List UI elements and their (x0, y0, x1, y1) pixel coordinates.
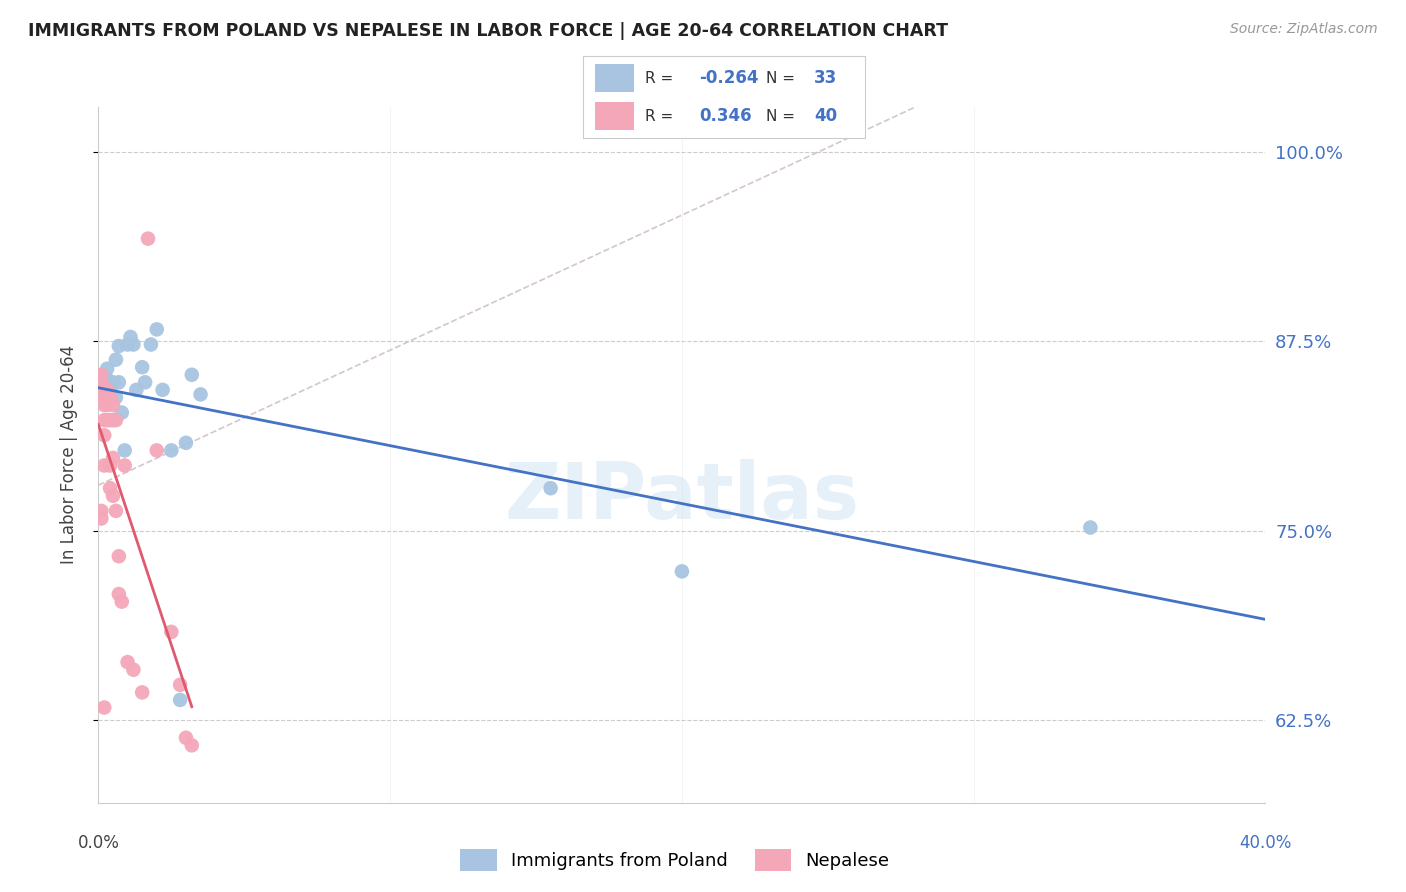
Point (96, 391, 118, 405)
Point (98, 391, 121, 405)
Text: 40: 40 (814, 107, 837, 125)
Text: IMMIGRANTS FROM POLAND VS NEPALESE IN LABOR FORCE | AGE 20-64 CORRELATION CHART: IMMIGRANTS FROM POLAND VS NEPALESE IN LA… (28, 22, 948, 40)
Point (96, 383, 118, 397)
Point (174, 435, 197, 450)
Point (104, 352, 127, 367)
Point (108, 549, 131, 564)
Point (96, 372, 118, 386)
FancyBboxPatch shape (595, 103, 634, 130)
Point (96, 361, 118, 376)
Point (98, 481, 121, 495)
Point (90, 368, 112, 382)
Point (90, 376, 112, 390)
Point (160, 443, 183, 458)
Text: R =: R = (645, 109, 683, 124)
Point (101, 376, 124, 390)
Point (90, 504, 112, 518)
Point (96, 398, 118, 412)
Point (114, 458, 136, 473)
Point (104, 391, 127, 405)
Point (96, 413, 118, 427)
Point (111, 594, 134, 608)
Point (93, 391, 115, 405)
Point (96, 383, 118, 397)
FancyBboxPatch shape (595, 64, 634, 92)
Text: R =: R = (645, 70, 679, 86)
Point (160, 624, 183, 639)
Point (98, 458, 121, 473)
Point (114, 443, 136, 458)
Point (93, 428, 115, 442)
Point (101, 450, 124, 465)
Point (111, 406, 134, 420)
Point (540, 481, 562, 495)
Text: -0.264: -0.264 (699, 70, 758, 87)
Point (108, 376, 131, 390)
Point (117, 655, 139, 669)
Text: N =: N = (766, 109, 800, 124)
Point (98, 376, 121, 390)
Text: Source: ZipAtlas.com: Source: ZipAtlas.com (1230, 22, 1378, 37)
Text: ZIPatlas: ZIPatlas (505, 458, 859, 534)
Text: 33: 33 (814, 70, 838, 87)
Point (90, 383, 112, 397)
Point (93, 369, 115, 384)
Point (93, 398, 115, 412)
Point (125, 383, 148, 397)
Legend: Immigrants from Poland, Nepalese: Immigrants from Poland, Nepalese (453, 842, 897, 879)
Text: 0.346: 0.346 (699, 107, 751, 125)
Point (174, 731, 197, 745)
Point (90, 383, 112, 397)
Point (122, 663, 145, 677)
Point (104, 413, 127, 427)
Point (90, 511, 112, 525)
Text: 40.0%: 40.0% (1239, 834, 1292, 852)
Point (180, 368, 202, 382)
Point (169, 678, 191, 692)
Point (146, 443, 169, 458)
Point (108, 587, 131, 601)
Point (98, 383, 121, 397)
Point (93, 413, 115, 427)
Point (1080, 520, 1102, 534)
Point (122, 337, 145, 351)
Text: 0.0%: 0.0% (77, 834, 120, 852)
Point (139, 337, 162, 351)
Point (104, 504, 127, 518)
Point (136, 232, 159, 246)
Point (146, 322, 169, 336)
Text: N =: N = (766, 70, 800, 86)
Point (90, 387, 112, 401)
Point (101, 489, 124, 503)
Point (108, 339, 131, 353)
Point (120, 330, 142, 344)
Point (93, 458, 115, 473)
Point (98, 413, 121, 427)
Point (671, 565, 693, 579)
Point (93, 700, 115, 714)
Point (90, 391, 112, 405)
Point (101, 413, 124, 427)
Point (90, 376, 112, 390)
Point (131, 685, 153, 699)
Point (101, 398, 124, 412)
Point (93, 391, 115, 405)
Y-axis label: In Labor Force | Age 20-64: In Labor Force | Age 20-64 (59, 345, 77, 565)
Point (134, 376, 156, 390)
Point (131, 360, 153, 375)
Point (152, 383, 174, 397)
Point (190, 387, 212, 401)
Point (180, 739, 202, 753)
Point (117, 337, 139, 351)
Point (169, 693, 191, 707)
